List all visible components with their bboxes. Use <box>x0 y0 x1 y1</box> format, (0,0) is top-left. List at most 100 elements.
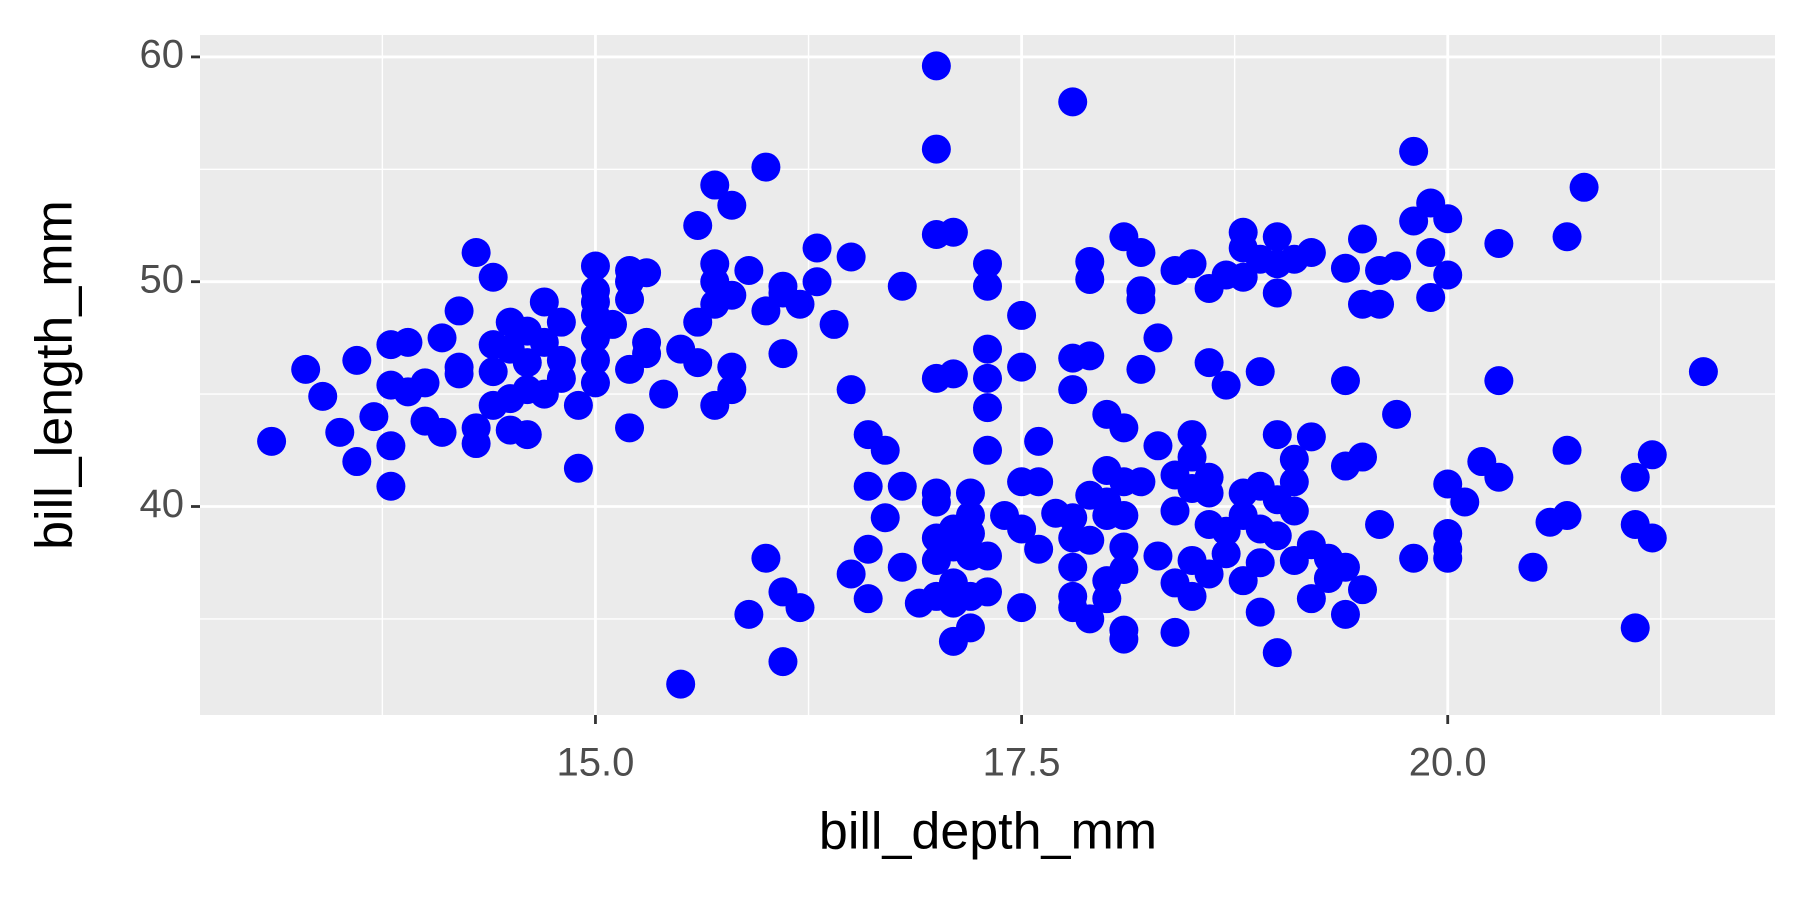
point <box>973 249 1002 279</box>
point <box>717 352 747 382</box>
point <box>1688 357 1718 387</box>
point <box>1330 253 1360 283</box>
point <box>1177 249 1207 279</box>
point <box>717 280 747 310</box>
points <box>257 51 1718 699</box>
point <box>1126 467 1156 497</box>
point <box>1569 172 1599 202</box>
point <box>1245 357 1275 387</box>
point <box>478 262 508 292</box>
point <box>1382 399 1412 429</box>
point <box>1211 370 1241 400</box>
point <box>1109 554 1139 584</box>
point <box>887 471 917 501</box>
point <box>546 363 576 393</box>
point <box>887 271 917 301</box>
point <box>512 316 542 346</box>
point <box>853 534 883 564</box>
point <box>1296 237 1326 267</box>
point <box>1194 559 1224 589</box>
point <box>1552 222 1582 252</box>
point <box>1552 435 1582 465</box>
point <box>1024 534 1054 564</box>
point <box>1058 552 1088 582</box>
point <box>921 51 951 81</box>
point <box>1399 136 1429 166</box>
point <box>1330 599 1360 629</box>
point <box>1637 523 1667 553</box>
point <box>973 363 1002 393</box>
point <box>410 368 440 398</box>
point <box>1365 509 1395 539</box>
point <box>1296 584 1326 614</box>
point <box>1313 543 1343 573</box>
point <box>1484 366 1514 396</box>
point <box>955 518 985 548</box>
point <box>1433 204 1463 234</box>
point <box>973 271 1002 301</box>
point <box>1058 503 1088 533</box>
point <box>1075 264 1105 294</box>
point <box>870 503 900 533</box>
point <box>1433 543 1463 573</box>
point <box>785 593 815 623</box>
point <box>1365 289 1395 319</box>
point <box>955 613 985 643</box>
point <box>1296 422 1326 452</box>
point <box>955 478 985 508</box>
point <box>444 296 474 326</box>
point <box>938 359 968 389</box>
point <box>1382 251 1412 281</box>
point <box>819 309 849 339</box>
y-tick-label: 40 <box>140 482 185 526</box>
point <box>717 190 747 220</box>
y-tick-label: 50 <box>140 257 185 301</box>
point <box>1433 469 1463 499</box>
point <box>563 453 593 483</box>
point <box>768 339 798 369</box>
point <box>870 435 900 465</box>
point <box>836 559 866 589</box>
point <box>1109 624 1139 654</box>
point <box>1262 420 1292 450</box>
point <box>427 323 457 353</box>
point <box>1126 285 1156 315</box>
point <box>734 255 764 285</box>
point <box>580 276 610 306</box>
point <box>257 426 287 456</box>
point <box>1484 462 1514 492</box>
point <box>1416 282 1446 312</box>
point <box>359 402 389 432</box>
point <box>1194 478 1224 508</box>
point <box>1399 206 1429 236</box>
point <box>973 393 1002 423</box>
point <box>1637 440 1667 470</box>
point <box>700 170 730 200</box>
point <box>1620 462 1650 492</box>
point <box>376 471 406 501</box>
point <box>1007 593 1037 623</box>
point <box>1620 613 1650 643</box>
y-tick-label: 60 <box>140 32 185 76</box>
point <box>461 429 491 459</box>
point <box>1228 566 1258 596</box>
point <box>1245 548 1275 578</box>
point <box>529 287 559 317</box>
point <box>1262 278 1292 308</box>
point <box>427 417 457 447</box>
axes: 40 50 60 15.0 17.5 20.0 <box>140 32 1487 784</box>
point <box>1262 222 1292 252</box>
point <box>802 267 832 297</box>
point <box>683 211 713 241</box>
x-axis-title: bill_depth_mm <box>819 803 1157 861</box>
point <box>1024 426 1054 456</box>
point <box>598 309 627 339</box>
point <box>921 134 951 164</box>
point <box>291 354 321 384</box>
point <box>512 420 542 450</box>
point <box>768 647 798 677</box>
point <box>461 237 491 267</box>
point <box>1450 487 1480 517</box>
point <box>580 345 610 375</box>
point <box>1160 496 1190 526</box>
